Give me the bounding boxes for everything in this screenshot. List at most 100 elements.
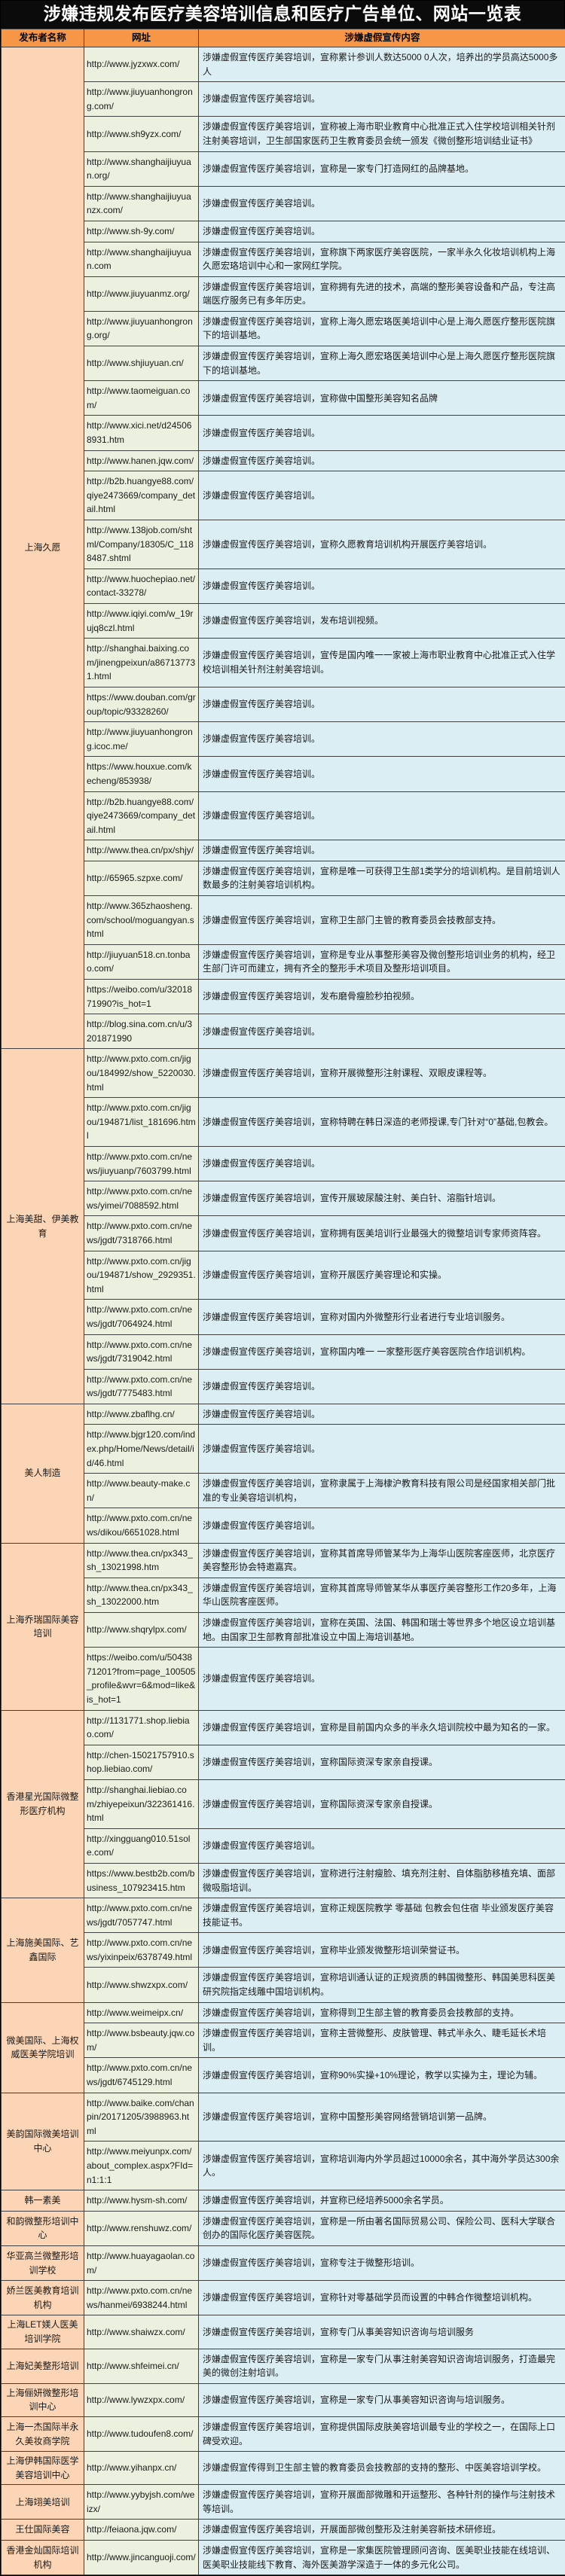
url-cell: http://www.jyzxwx.com/	[84, 47, 199, 81]
url-cell: http://www.pxto.com.cn/news/jiuyuanp/760…	[84, 1146, 199, 1181]
table-row: http://www.pxto.com.cn/news/jgdt/7319042…	[2, 1334, 565, 1369]
violation-content-cell: 涉嫌虚假宣传医疗美容培训，宣称正规医院教学 零基础 包教会包住宿 毕业颁发医疗美…	[199, 1898, 565, 1933]
violation-content-cell: 涉嫌虚假宣传医疗美容培训，宣称培训海内外学员超过10000余名，其中海外学员达3…	[199, 2142, 565, 2190]
url-cell: http://www.xici.net/d245068931.htm	[84, 416, 199, 450]
violation-content-cell: 涉嫌虚假宣传医疗美容培训。	[199, 569, 565, 603]
url-cell: http://www.jiuyuanhongrong.org/	[84, 311, 199, 346]
violation-content-cell: 涉嫌虚假宣传医疗美容培训，宣称专门从事美容知识咨询与培训服务	[199, 2315, 565, 2349]
url-cell: http://www.shqrylpx.com/	[84, 1613, 199, 1648]
violation-content-cell: 涉嫌虚假宣传医疗美容培训，宣称拥有先进的技术，高端的整形美容设备和产品，专注高端…	[199, 276, 565, 311]
table-row: http://www.pxto.com.cn/news/jgdt/7775483…	[2, 1369, 565, 1404]
publisher-cell: 娇兰医美教育培训机构	[2, 2281, 84, 2315]
violation-content-cell: 涉嫌虚假宣传医疗美容培训，发布培训视频。	[199, 603, 565, 638]
url-cell: http://www.sh-9y.com/	[84, 221, 199, 242]
url-cell: http://www.huochepiao.net/contact-33278/	[84, 569, 199, 603]
url-cell: http://shanghai.baixing.com/jinengpeixun…	[84, 639, 199, 687]
table-row: http://shanghai.liebiao.com/zhiyepeixun/…	[2, 1779, 565, 1828]
url-cell: http://www.pxto.com.cn/news/dikou/665102…	[84, 1508, 199, 1543]
violation-content-cell: 涉嫌虚假宣传得到卫生部主管的教育委员会技教部的支持的整形、中医美容培训学校。	[199, 2452, 565, 2485]
url-cell: http://www.pxto.com.cn/jigou/194871/list…	[84, 1098, 199, 1147]
url-cell: http://b2b.huangye88.com/qiye2473669/com…	[84, 471, 199, 520]
url-cell: http://www.thea.cn/px343_sh_13021998.htm	[84, 1543, 199, 1578]
table-row: http://b2b.huangye88.com/qiye2473669/com…	[2, 471, 565, 520]
violation-content-cell: 涉嫌虚假宣传医疗美容培训，宣称上海久愿宏珞医美培训中心是上海久愿医疗整形医院旗下…	[199, 311, 565, 346]
violation-content-cell: 涉嫌虚假宣传医疗美容培训，宣称开展面部微雕和开运整形、各种针剂的操作与注射技术等…	[199, 2485, 565, 2520]
violation-content-cell: 涉嫌虚假宣传医疗美容培训，宣称累计参训人数达5000 0人次，培养出的学员高达5…	[199, 47, 565, 81]
table-row: http://www.jiuyuanhongrong.org/涉嫌虚假宣传医疗美…	[2, 311, 565, 346]
table-row: https://www.houxue.com/kecheng/853938/涉嫌…	[2, 757, 565, 791]
url-cell: http://www.beauty-make.cn/	[84, 1474, 199, 1508]
url-cell: http://www.sh9yzx.com/	[84, 117, 199, 151]
violation-content-cell: 涉嫌虚假宣传医疗美容培训，宣称国内唯一 一家整形医疗美容医院合作培训机构。	[199, 1334, 565, 1369]
table-row: http://www.thea.cn/px/shjy/涉嫌虚假宣传医疗美容培训。	[2, 840, 565, 861]
url-cell: http://www.taomeiguan.com/	[84, 381, 199, 416]
url-cell: http://www.pxto.com.cn/jigou/194871/show…	[84, 1251, 199, 1300]
violation-content-cell: 涉嫌虚假宣传医疗美容培训。	[199, 416, 565, 450]
url-cell: http://www.pxto.com.cn/news/jgdt/7057747…	[84, 1898, 199, 1933]
url-cell: http://www.138job.com/shtml/Company/1830…	[84, 520, 199, 569]
table-row: http://www.pxto.com.cn/jigou/194871/show…	[2, 1251, 565, 1300]
table-row: http://www.pxto.com.cn/jigou/194871/list…	[2, 1098, 565, 1147]
violation-content-cell: 涉嫌虚假宣传医疗美容培训，宣称90%实操+10%理论，教学以实操为主，理论为辅。	[199, 2058, 565, 2093]
violation-content-cell: 涉嫌虚假宣传医疗美容培训。	[199, 722, 565, 757]
violation-content-cell: 涉嫌虚假宣传医疗美容培训，宣称是一家专门从事注射美容知识咨询培训服务，打造最完美…	[199, 2349, 565, 2383]
violation-content-cell: 涉嫌虚假宣传医疗美容培训。	[199, 471, 565, 520]
url-cell: http://www.yihanpx.cn/	[84, 2452, 199, 2485]
url-cell: http://1131771.shop.liebiao.com/	[84, 1710, 199, 1745]
violation-content-cell: 涉嫌虚假宣传医疗美容培训，宣称开展医疗美容理论和实操。	[199, 1251, 565, 1300]
url-cell: http://chen-15021757910.shop.liebiao.com…	[84, 1745, 199, 1779]
violation-content-cell: 涉嫌虚假宣传医疗美容培训，宣称对国内外微整形行业者进行专业培训服务。	[199, 1300, 565, 1334]
url-cell: http://www.bjgr120.com/index.php/Home/Ne…	[84, 1425, 199, 1474]
table-row: http://www.shanghaijiuyuanzx.com/涉嫌虚假宣传医…	[2, 186, 565, 221]
publisher-cell: 上海久愿	[2, 47, 84, 1048]
violation-content-cell: 涉嫌虚假宣传医疗美容培训。	[199, 1014, 565, 1049]
table-row: http://www.meiyunpx.com/about_complex.as…	[2, 2142, 565, 2190]
url-cell: http://www.baike.com/chanpin/20171205/39…	[84, 2093, 199, 2142]
table-row: https://www.bestb2b.com/business_1079234…	[2, 1863, 565, 1898]
url-cell: https://www.bestb2b.com/business_1079234…	[84, 1863, 199, 1898]
violation-content-cell: 涉嫌虚假宣传医疗美容培训。	[199, 186, 565, 221]
violation-content-cell: 涉嫌虚假宣传医疗美容培训，宣称在英国、法国、韩国和瑞士等世界多个地区设立培训基地…	[199, 1613, 565, 1648]
violation-content-cell: 涉嫌虚假宣传医疗美容培训，宣称卫生部门主管的教育委员会技教部支持。	[199, 896, 565, 945]
violation-content-cell: 涉嫌虚假宣传医疗美容培训，宣称进行注射瘦脸、填充剂注射、自体脂肪移植充填、面部微…	[199, 1863, 565, 1898]
page-title: 涉嫌违规发布医疗美容培训信息和医疗广告单位、网站一览表	[1, 1, 564, 29]
url-cell: http://feiaona.jqw.com/	[84, 2520, 199, 2541]
url-cell: http://www.pxto.com.cn/news/jgdt/7064924…	[84, 1300, 199, 1334]
table-row: http://www.pxto.com.cn/news/yimei/708859…	[2, 1181, 565, 1216]
violation-content-cell: 涉嫌虚假宣传医疗美容培训，宣称国际资深专家亲自授课。	[199, 1745, 565, 1779]
url-cell: http://www.thea.cn/px343_sh_13022000.htm	[84, 1578, 199, 1612]
table-row: http://www.jiuyuanmz.org/涉嫌虚假宣传医疗美容培训，宣称…	[2, 276, 565, 311]
publisher-cell: 华亚高兰微整形培训学校	[2, 2245, 84, 2280]
violation-content-cell: 涉嫌虚假宣传医疗美容培训，宣称得到卫生部主管的教育委员会技教部的支持。	[199, 2002, 565, 2023]
url-cell: http://jiuyuan518.cn.tonbao.com/	[84, 944, 199, 979]
violation-content-cell: 涉嫌虚假宣传医疗美容培训，发布磨骨瘦脸秒拍视频。	[199, 980, 565, 1014]
violation-content-cell: 涉嫌虚假宣传医疗美容培训。	[199, 757, 565, 791]
url-cell: http://www.pxto.com.cn/news/hanmei/69382…	[84, 2281, 199, 2315]
violation-content-cell: 涉嫌虚假宣传医疗美容培训，宣称提供国际皮肤美容培训最专业的学校之一，在国际上口碑…	[199, 2416, 565, 2451]
violation-content-cell: 涉嫌虚假宣传医疗美容培训，宣称拥有医美培训行业最强大的微整培训专家师资阵容。	[199, 1216, 565, 1251]
table-row: http://www.sh9yzx.com/涉嫌虚假宣传医疗美容培训，宣称被上海…	[2, 117, 565, 151]
violation-content-cell: 涉嫌虚假宣传医疗美容培训。	[199, 840, 565, 861]
table-row: http://www.beauty-make.cn/涉嫌虚假宣传医疗美容培训，宣…	[2, 1474, 565, 1508]
violation-content-cell: 涉嫌虚假宣传医疗美容培训，宣称其首席导师管某华为上海华山医院客座医师，北京医疗美…	[199, 1543, 565, 1578]
publisher-cell: 上海伊韩国际医学美容培训中心	[2, 2452, 84, 2485]
violation-content-cell: 涉嫌虚假宣传医疗美容培训，开展面部微创整形及注射美容新技术研修班。	[199, 2520, 565, 2541]
publisher-cell: 香港星光国际微整形医疗机构	[2, 1710, 84, 1898]
violation-content-cell: 涉嫌虚假宣传医疗美容培训，宣称国际资深专家亲自授课。	[199, 1779, 565, 1828]
url-cell: http://www.yybyjsh.com/weizx/	[84, 2485, 199, 2520]
publisher-cell: 和韵微整形培训中心	[2, 2211, 84, 2245]
violation-content-cell: 涉嫌虚假宣传医疗美容培训，宣称是专业从事整形美容及微创整形培训业务的机构，经卫生…	[199, 944, 565, 979]
url-cell: http://www.shaiwzx.com/	[84, 2315, 199, 2349]
table-row: http://www.pxto.com.cn/news/jgdt/6745129…	[2, 2058, 565, 2093]
